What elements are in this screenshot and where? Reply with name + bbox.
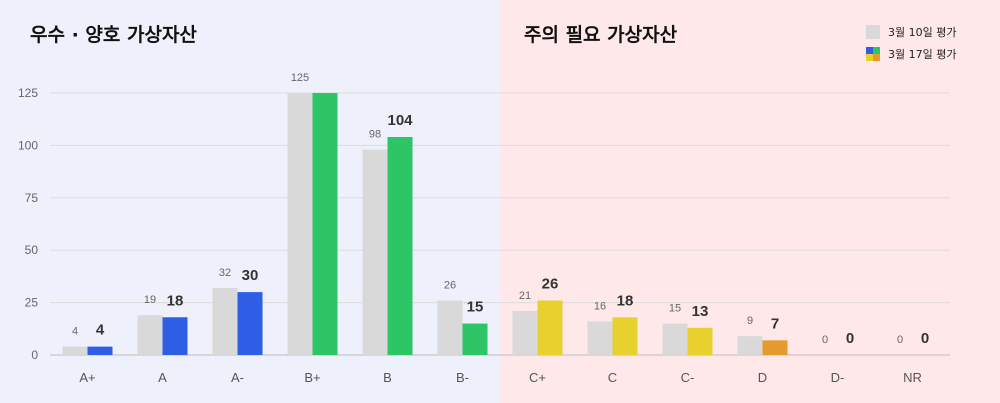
data-label-previous: 26 bbox=[444, 280, 456, 292]
x-tick-label: C bbox=[608, 370, 617, 385]
data-label-current: 0 bbox=[846, 330, 854, 347]
data-label-current: 0 bbox=[921, 330, 929, 347]
data-label-current: 4 bbox=[96, 322, 105, 339]
legend-label-previous: 3월 10일 평가 bbox=[888, 26, 957, 39]
legend-swatch-current bbox=[866, 47, 880, 61]
data-label-current: 15 bbox=[467, 299, 484, 316]
data-label-previous: 32 bbox=[219, 267, 231, 279]
data-label-current: 30 bbox=[242, 267, 259, 284]
bar-current bbox=[387, 137, 413, 355]
data-label-previous: 125 bbox=[291, 72, 309, 84]
data-label-current: 26 bbox=[542, 276, 559, 293]
bar-previous bbox=[137, 315, 163, 355]
x-tick-label: B+ bbox=[304, 370, 320, 385]
data-label-previous: 98 bbox=[369, 129, 381, 141]
bar-previous bbox=[437, 300, 463, 355]
bar-current bbox=[87, 346, 113, 355]
x-tick-label: A- bbox=[231, 370, 244, 385]
data-label-previous: 0 bbox=[897, 334, 903, 346]
x-tick-label: C- bbox=[681, 370, 695, 385]
bar-current bbox=[312, 93, 338, 355]
data-label-current: 18 bbox=[167, 292, 184, 309]
data-label-previous: 21 bbox=[519, 290, 531, 302]
bar-current bbox=[462, 323, 488, 355]
legend-item-current: 3월 17일 평가 bbox=[866, 46, 956, 62]
y-tick-label: 125 bbox=[18, 86, 38, 100]
x-tick-label: D- bbox=[831, 370, 845, 385]
bar-current bbox=[612, 317, 638, 355]
legend-swatch-previous bbox=[866, 25, 880, 39]
data-label-previous: 15 bbox=[669, 303, 681, 315]
x-tick-label: B bbox=[383, 370, 392, 385]
x-tick-label: A+ bbox=[79, 370, 95, 385]
bar-current bbox=[687, 327, 713, 355]
data-label-previous: 19 bbox=[144, 294, 156, 306]
caution-assets-title: 주의 필요 가상자산 bbox=[524, 24, 678, 46]
data-label-previous: 9 bbox=[747, 315, 753, 327]
right-panel-bg bbox=[500, 0, 1000, 403]
y-tick-label: 100 bbox=[18, 138, 38, 152]
x-tick-label: NR bbox=[903, 370, 922, 385]
bar-current bbox=[537, 300, 563, 355]
bar-current bbox=[162, 317, 188, 355]
data-label-current: 18 bbox=[617, 292, 634, 309]
data-label-current: 104 bbox=[387, 112, 413, 129]
good-assets-title: 우수 · 양호 가상자산 bbox=[30, 24, 197, 46]
bar-previous bbox=[212, 287, 238, 355]
legend-label-current: 3월 17일 평가 bbox=[888, 48, 957, 61]
y-tick-label: 75 bbox=[25, 191, 39, 205]
data-label-previous: 16 bbox=[594, 300, 606, 312]
data-label-previous: 4 bbox=[72, 326, 78, 338]
data-label-current: 13 bbox=[692, 303, 709, 320]
bar-previous bbox=[62, 346, 88, 355]
legend-item-previous: 3월 10일 평가 bbox=[866, 24, 956, 40]
x-tick-label: C+ bbox=[529, 370, 546, 385]
bar-current bbox=[237, 292, 263, 355]
y-tick-label: 25 bbox=[25, 296, 39, 310]
x-tick-label: D bbox=[758, 370, 767, 385]
bar-previous bbox=[587, 321, 613, 355]
bar-previous bbox=[512, 310, 538, 355]
y-tick-label: 50 bbox=[25, 243, 39, 257]
x-tick-label: B- bbox=[456, 370, 469, 385]
data-label-previous: 0 bbox=[822, 334, 828, 346]
x-tick-label: A bbox=[158, 370, 167, 385]
y-tick-label: 0 bbox=[31, 348, 38, 362]
bar-current bbox=[762, 340, 788, 355]
bar-previous bbox=[362, 149, 388, 355]
bar-previous bbox=[662, 323, 688, 355]
data-label-current: 7 bbox=[771, 315, 779, 332]
bar-previous bbox=[737, 336, 763, 355]
bar-previous bbox=[287, 93, 313, 355]
